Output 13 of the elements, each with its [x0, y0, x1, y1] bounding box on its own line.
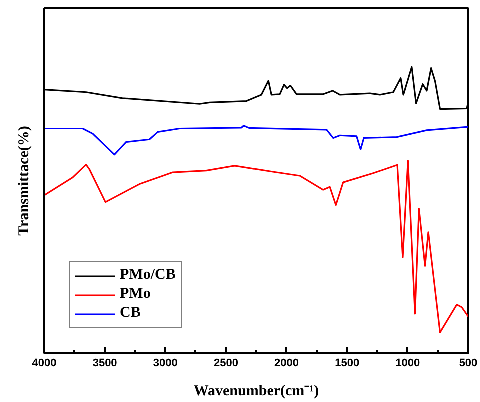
x-tick-label: 3500 [92, 358, 118, 370]
x-tick-label: 2500 [214, 358, 238, 370]
x-tick-label: 3000 [153, 358, 178, 370]
x-axis-title: Wavenumber(cm⁻¹) [194, 384, 320, 400]
legend-label: PMo [120, 286, 151, 303]
x-tick-label: 1500 [335, 358, 360, 370]
x-tick-label: 4000 [32, 358, 57, 370]
x-tick-label: 500 [459, 358, 478, 370]
legend-label: CB [120, 305, 141, 322]
y-axis-title: Transmittace(%) [16, 126, 32, 236]
x-tick-label: 2000 [274, 358, 300, 370]
x-tick-label: 1000 [396, 358, 420, 370]
legend-label: PMo/CB [120, 267, 176, 284]
